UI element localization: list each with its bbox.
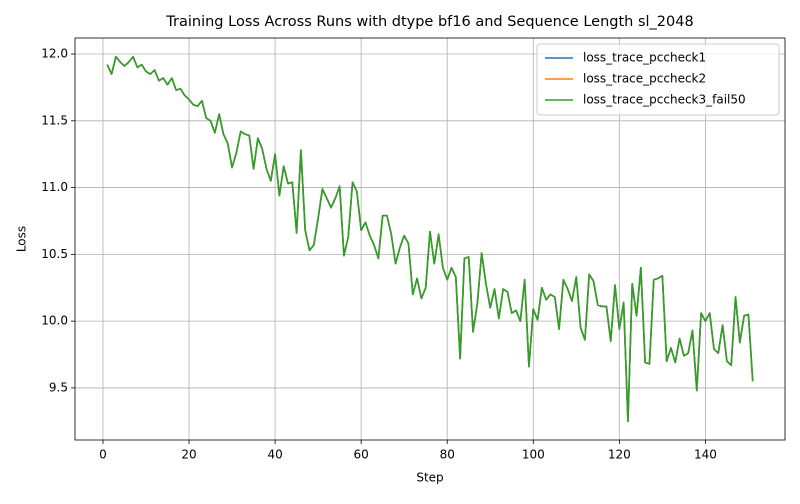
y-tick-label: 11.5 [41,113,68,127]
x-tick-label: 40 [267,448,282,462]
legend-label: loss_trace_pccheck2 [583,72,706,86]
legend: loss_trace_pccheck1 loss_trace_pccheck2lo… [536,43,780,116]
legend-box [536,43,780,116]
plot-frame [74,37,786,441]
series-line [106,55,754,423]
y-tick-label: 12.0 [41,47,68,61]
y-tick-label: 10.0 [41,314,68,328]
x-tick-label: 80 [440,448,455,462]
y-tick-label: 10.5 [41,247,68,261]
x-tick-label: 20 [181,448,196,462]
x-tick-label: 0 [99,448,107,462]
y-tick-label: 9.5 [49,380,68,394]
x-tick-label: 120 [608,448,631,462]
legend-label: loss_trace_pccheck3_fail50 [583,93,746,107]
x-axis-label: Step [416,471,443,485]
lines [106,55,754,423]
y-axis-label: Loss [15,226,29,252]
x-tick-label: 140 [694,448,717,462]
y-tick-label: 11.0 [41,180,68,194]
chart-title: Training Loss Across Runs with dtype bf1… [165,14,693,30]
x-tick-label: 100 [522,448,545,462]
x-tick-label: 60 [354,448,369,462]
legend-label: loss_trace_pccheck1 [583,51,706,65]
